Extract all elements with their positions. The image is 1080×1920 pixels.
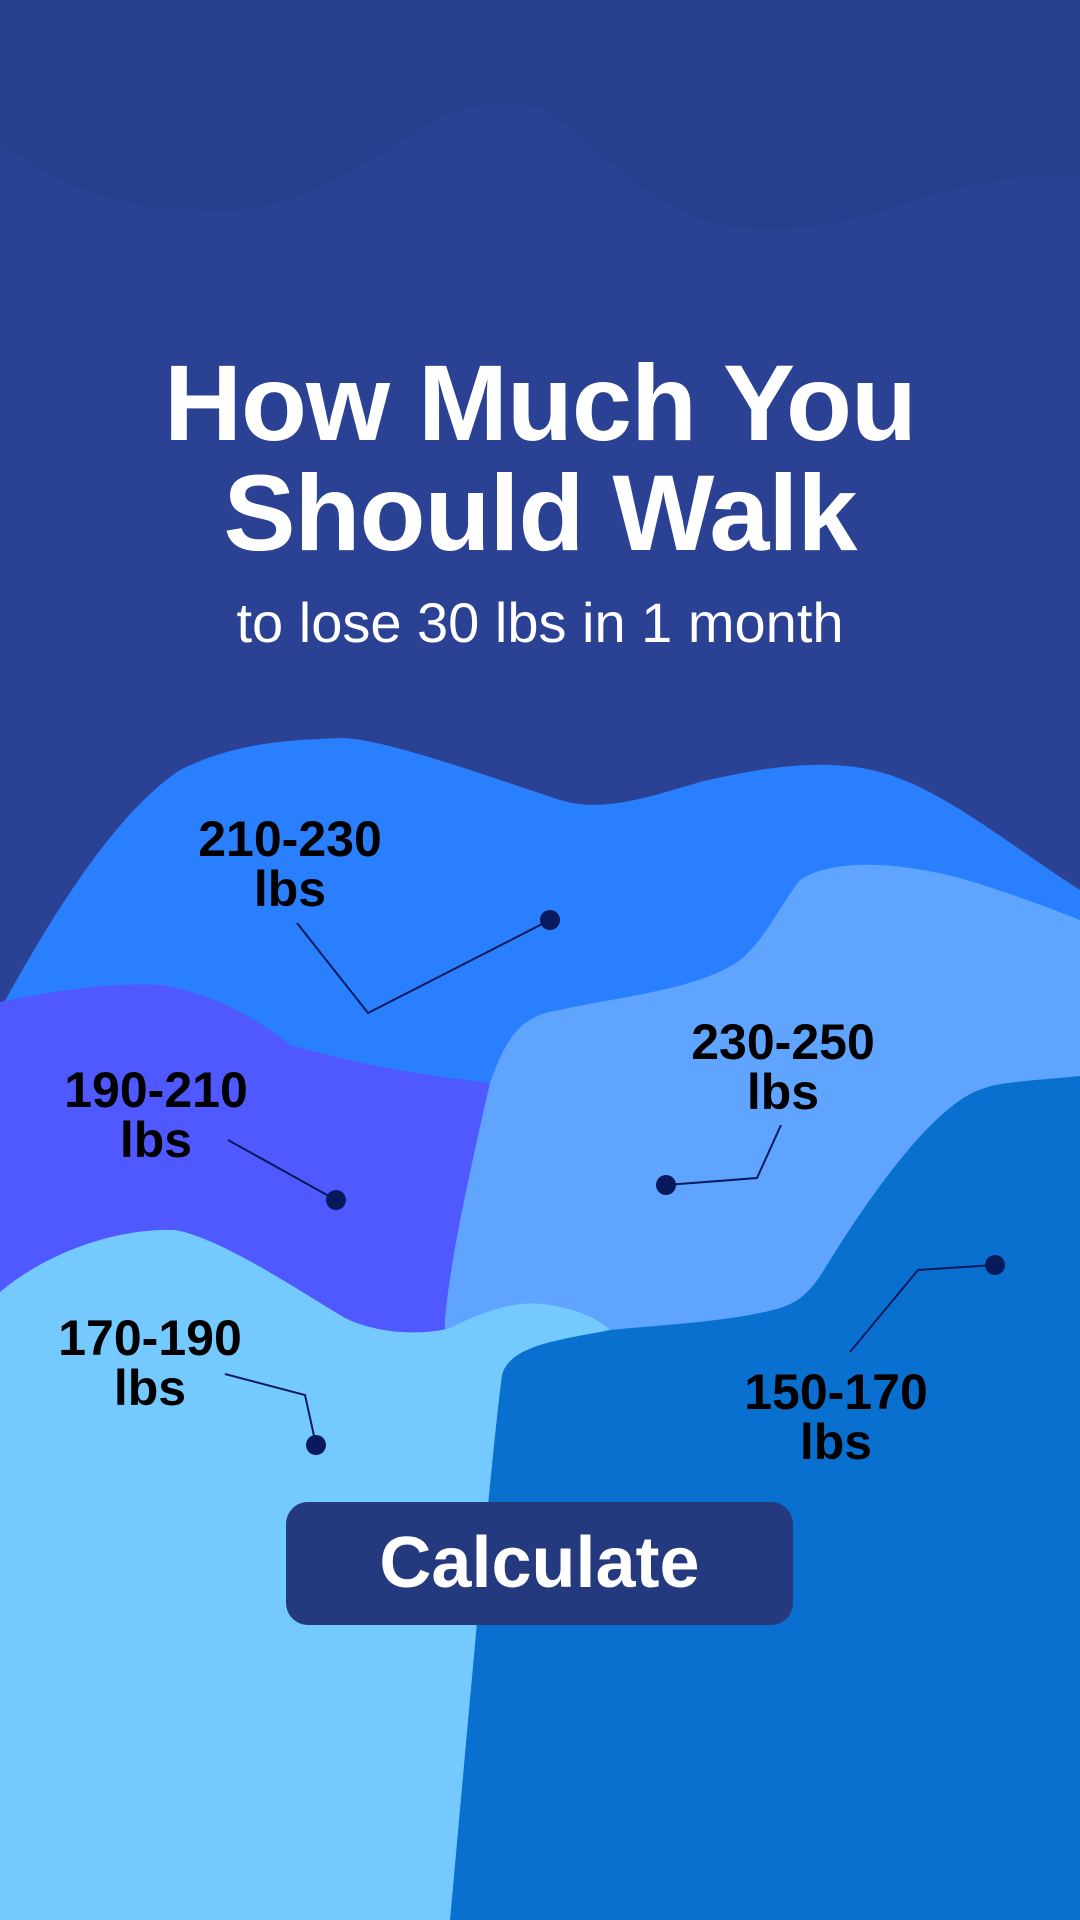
range-value: 210-230 [198, 811, 382, 867]
range-unit: lbs [113, 1360, 187, 1416]
leader-line-190-210 [227, 1139, 337, 1201]
range-value: 190-210 [64, 1062, 248, 1118]
leader-line-170-190 [224, 1373, 317, 1446]
marker-dot-230-250 [656, 1175, 676, 1195]
leader-line-230-250 [665, 1124, 782, 1186]
marker-dot-190-210 [326, 1190, 346, 1210]
page-title-line-1: How Much You [164, 342, 917, 463]
range-unit: lbs [799, 1414, 873, 1470]
marker-dot-170-190 [306, 1435, 326, 1455]
range-label-230-250: 230-250 lbs [633, 1017, 933, 1117]
page-title-line-2: Should Walk [223, 452, 858, 573]
marker-dot-150-170 [985, 1255, 1005, 1275]
range-unit: lbs [746, 1064, 820, 1120]
range-label-170-190: 170-190 lbs [0, 1313, 300, 1413]
range-value: 230-250 [691, 1014, 875, 1070]
range-value: 150-170 [744, 1364, 928, 1420]
calculate-button[interactable]: Calculate [286, 1502, 793, 1625]
leader-line-150-170 [849, 1264, 996, 1353]
leader-line-210-230 [296, 919, 551, 1015]
page-subtitle: to lose 30 lbs in 1 month [236, 591, 844, 654]
range-label-210-230: 210-230 lbs [140, 814, 440, 914]
range-label-190-210: 190-210 lbs [6, 1065, 306, 1165]
range-label-150-170: 150-170 lbs [686, 1367, 986, 1467]
range-unit: lbs [119, 1112, 193, 1168]
top-dark-band [0, 0, 1080, 230]
range-value: 170-190 [58, 1310, 242, 1366]
range-unit: lbs [253, 861, 327, 917]
marker-dot-210-230 [540, 910, 560, 930]
hill-150-170 [445, 1076, 1080, 1920]
